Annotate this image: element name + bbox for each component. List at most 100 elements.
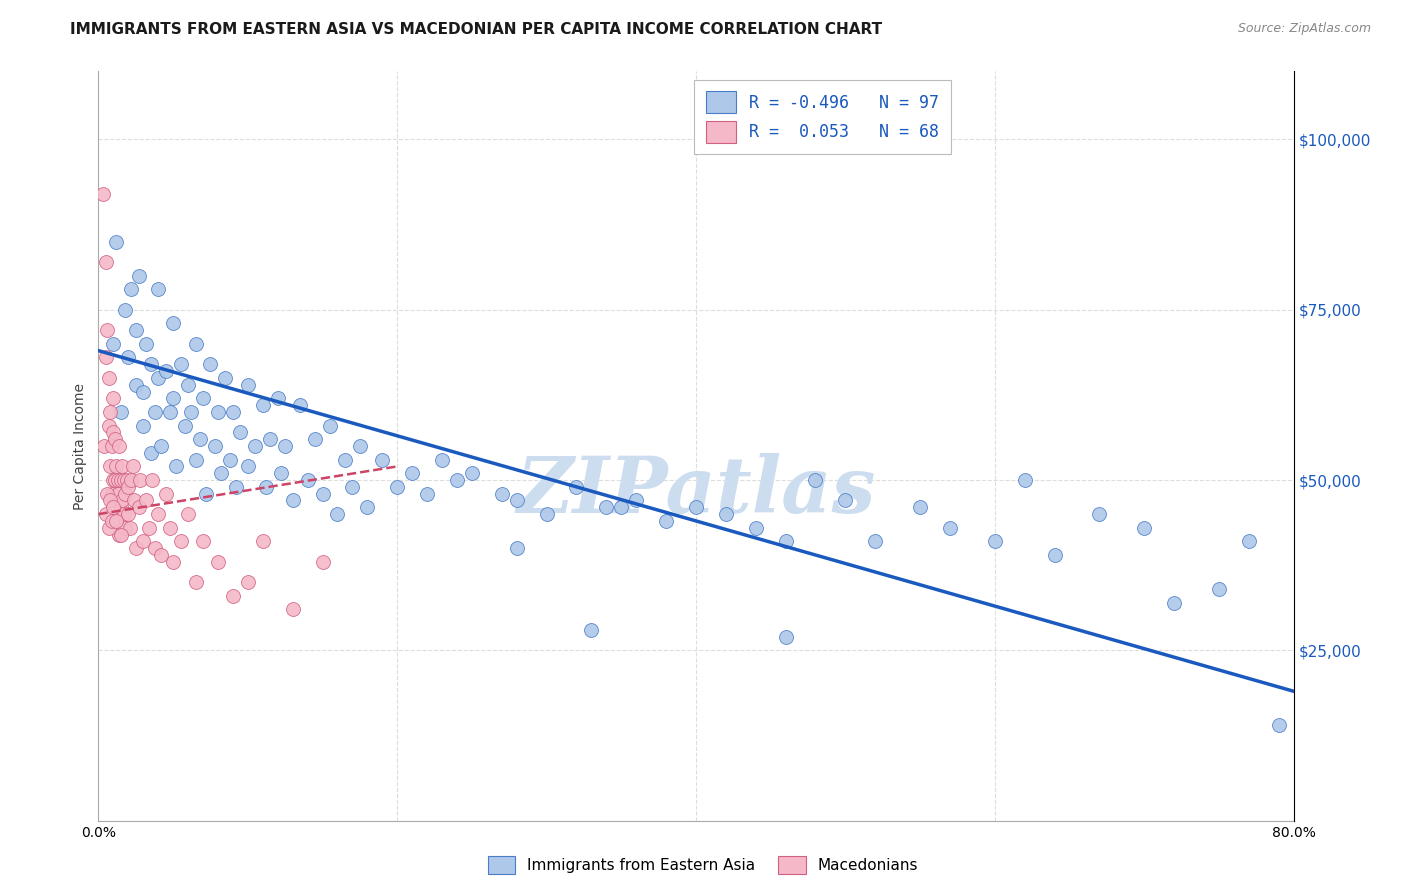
Point — [311, 555, 333, 569]
Point — [865, 534, 887, 549]
Point — [124, 493, 146, 508]
Point — [245, 439, 267, 453]
Point — [150, 548, 173, 562]
Point — [333, 452, 356, 467]
Text: Source: ZipAtlas.com: Source: ZipAtlas.com — [1237, 22, 1371, 36]
Point — [132, 418, 155, 433]
Point — [349, 439, 371, 453]
Point — [565, 480, 588, 494]
Point — [120, 282, 142, 296]
Point — [304, 432, 326, 446]
Point — [97, 371, 120, 385]
Point — [141, 473, 163, 487]
Point — [105, 235, 128, 249]
Point — [108, 527, 131, 541]
Point — [110, 405, 132, 419]
Point — [174, 418, 197, 433]
Point — [94, 351, 117, 365]
Point — [112, 473, 135, 487]
Point — [236, 575, 259, 590]
Point — [326, 507, 349, 521]
Point — [984, 534, 1007, 549]
Point — [169, 534, 191, 549]
Point — [180, 405, 202, 419]
Point — [430, 452, 453, 467]
Point — [236, 459, 259, 474]
Point — [214, 371, 236, 385]
Point — [259, 432, 281, 446]
Point — [775, 630, 797, 644]
Point — [138, 521, 160, 535]
Point — [111, 493, 134, 508]
Point — [135, 493, 157, 508]
Point — [536, 507, 558, 521]
Point — [274, 439, 297, 453]
Point — [714, 507, 737, 521]
Point — [162, 317, 184, 331]
Point — [110, 500, 132, 515]
Point — [143, 541, 166, 556]
Point — [135, 336, 157, 351]
Point — [162, 392, 184, 406]
Point — [150, 439, 173, 453]
Point — [1088, 507, 1111, 521]
Point — [195, 486, 218, 500]
Point — [108, 439, 131, 453]
Point — [626, 493, 648, 508]
Legend: Immigrants from Eastern Asia, Macedonians: Immigrants from Eastern Asia, Macedonian… — [481, 850, 925, 880]
Point — [155, 364, 177, 378]
Point — [1133, 521, 1156, 535]
Point — [148, 282, 170, 296]
Point — [416, 486, 439, 500]
Point — [97, 418, 120, 433]
Point — [184, 575, 207, 590]
Point — [104, 473, 127, 487]
Point — [103, 392, 125, 406]
Point — [107, 473, 129, 487]
Point — [252, 398, 274, 412]
Point — [111, 459, 134, 474]
Point — [254, 480, 277, 494]
Point — [93, 439, 115, 453]
Point — [184, 336, 207, 351]
Point — [96, 323, 118, 337]
Point — [184, 452, 207, 467]
Point — [94, 507, 117, 521]
Point — [1237, 534, 1260, 549]
Point — [385, 480, 409, 494]
Point — [107, 486, 129, 500]
Point — [834, 493, 856, 508]
Point — [685, 500, 707, 515]
Point — [165, 459, 187, 474]
Point — [804, 473, 827, 487]
Point — [98, 459, 122, 474]
Y-axis label: Per Capita Income: Per Capita Income — [73, 383, 87, 509]
Point — [103, 336, 125, 351]
Point — [105, 514, 128, 528]
Point — [209, 467, 232, 481]
Point — [169, 357, 191, 371]
Point — [143, 405, 166, 419]
Point — [908, 500, 931, 515]
Point — [371, 452, 394, 467]
Point — [159, 405, 181, 419]
Point — [506, 541, 529, 556]
Point — [120, 473, 142, 487]
Point — [655, 514, 678, 528]
Point — [177, 377, 200, 392]
Point — [1208, 582, 1230, 596]
Point — [297, 473, 319, 487]
Point — [177, 507, 200, 521]
Point — [117, 351, 139, 365]
Point — [94, 255, 117, 269]
Point — [288, 398, 311, 412]
Point — [342, 480, 364, 494]
Point — [148, 371, 170, 385]
Point — [155, 486, 177, 500]
Point — [446, 473, 468, 487]
Point — [1014, 473, 1036, 487]
Point — [236, 377, 259, 392]
Point — [139, 446, 162, 460]
Point — [101, 514, 124, 528]
Point — [97, 521, 120, 535]
